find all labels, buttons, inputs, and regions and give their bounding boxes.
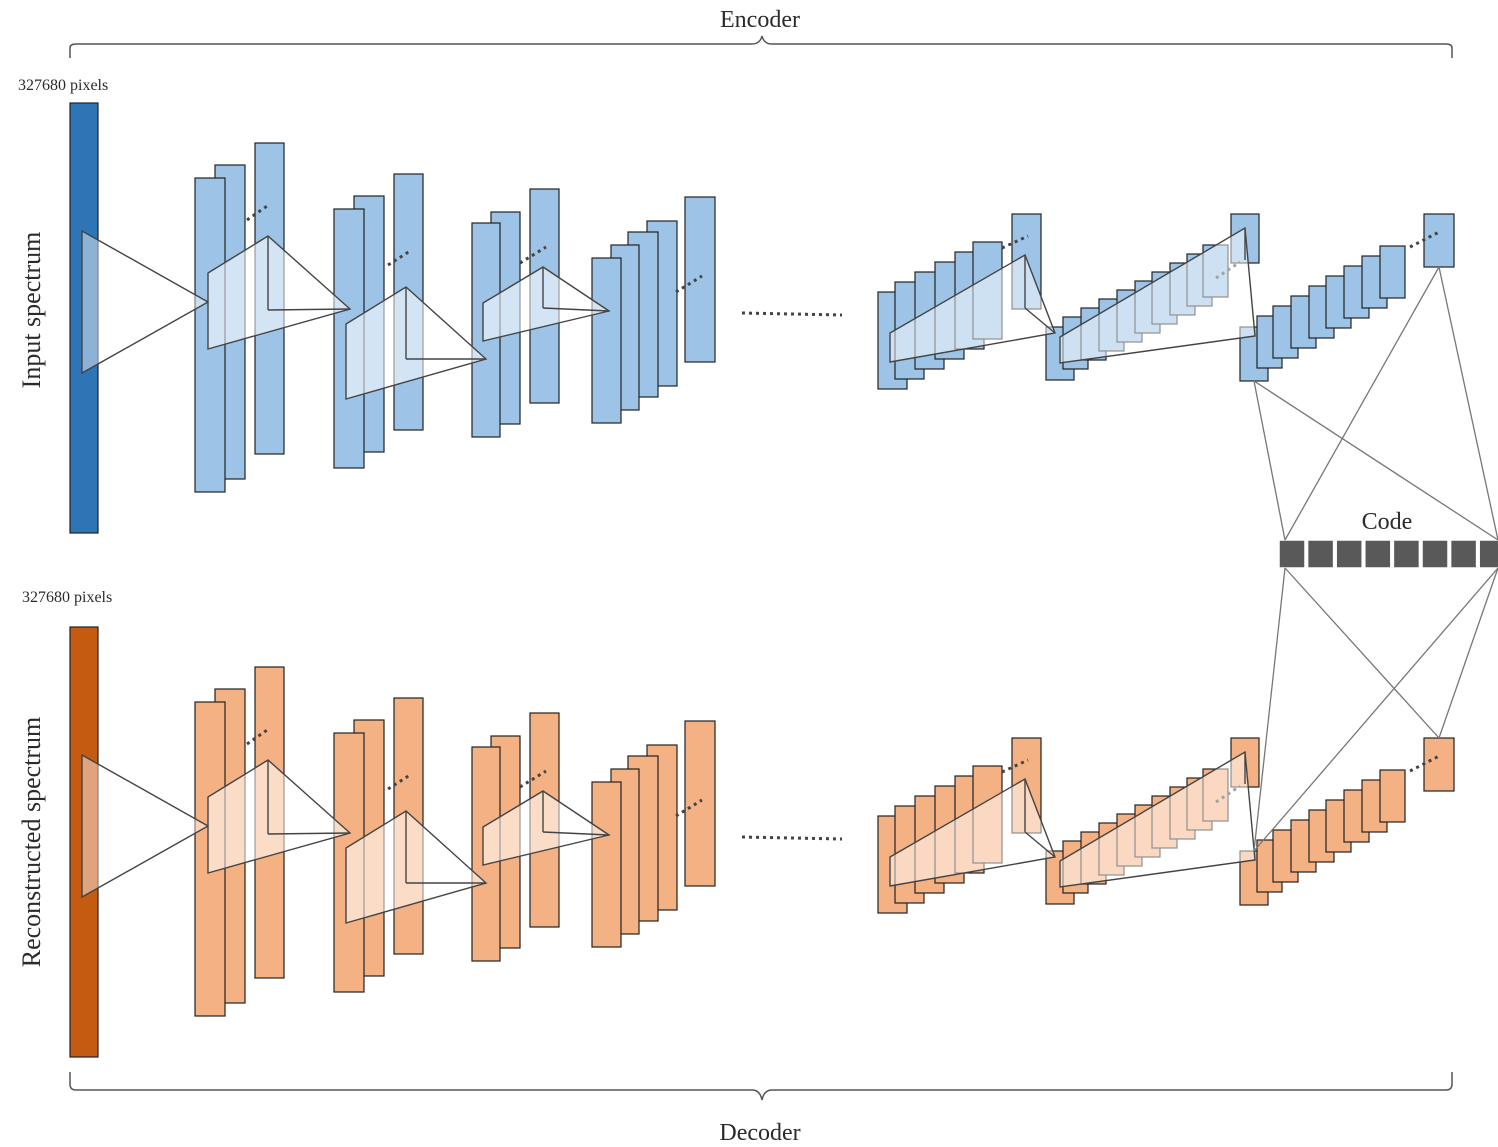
code-link <box>1253 567 1498 852</box>
decoder-kernel-edge <box>1024 831 1056 858</box>
decoder-deepC-ellipsis <box>1409 753 1442 773</box>
encoder-layer1-ellipsis <box>246 202 271 222</box>
code-cell <box>1278 539 1306 569</box>
encoder-kernel-edge <box>267 308 351 311</box>
input-pixels-label: 327680 pixels <box>18 77 108 94</box>
decoder-deepC-map <box>1423 737 1455 792</box>
encoder-brace <box>69 35 1453 58</box>
encoder-deepC-ellipsis <box>1409 229 1442 249</box>
code-link <box>1253 380 1498 541</box>
decoder-kernel-pyramid-6 <box>1059 750 1256 888</box>
encoder-gap-ellipsis <box>741 311 843 317</box>
decoder-brace <box>69 1072 1453 1101</box>
code-cell <box>1306 539 1335 569</box>
encoder-kernel-edge <box>1024 307 1056 334</box>
decoder-label: Decoder <box>719 1120 800 1146</box>
code-vector <box>1278 539 1498 569</box>
decoder-group <box>69 626 1455 1058</box>
input-spectrum-label: Input spectrum <box>17 232 46 389</box>
encoder-layer4-map <box>591 257 622 424</box>
code-link <box>1284 266 1440 541</box>
encoder-deepC-map <box>1379 245 1406 299</box>
decoder-layer2-ellipsis <box>387 773 411 791</box>
code-cell <box>1335 539 1363 569</box>
decoder-layer4-ellipsis <box>675 798 703 818</box>
code-link <box>1438 266 1498 541</box>
decoder-kernel-pyramid-1 <box>81 753 210 899</box>
code-cell <box>1392 539 1421 569</box>
decoder-layer1-ellipsis <box>246 726 271 746</box>
encoder-label: Encoder <box>720 7 800 33</box>
code-connections <box>1253 266 1498 852</box>
code-link <box>1253 567 1286 852</box>
code-link <box>1438 567 1498 739</box>
encoder-kernel-edge <box>542 307 610 312</box>
code-cell <box>1478 539 1498 569</box>
decoder-kernel-edge <box>267 832 351 835</box>
code-link <box>1253 380 1286 541</box>
encoder-layer4-map <box>684 196 716 363</box>
decoder-deepC-map <box>1379 769 1406 823</box>
encoder-kernel-pyramid-6 <box>1059 226 1256 364</box>
reconstructed-spectrum-label: Reconstructed spectrum <box>17 717 46 968</box>
encoder-deepC-map <box>1423 213 1455 268</box>
encoder-group <box>69 102 1455 534</box>
code-cell <box>1364 539 1392 569</box>
encoder-layer4-ellipsis <box>675 274 703 294</box>
code-cell <box>1421 539 1449 569</box>
output-pixels-label: 327680 pixels <box>22 589 112 606</box>
decoder-spectrum-bar <box>69 626 99 1058</box>
encoder-spectrum-bar <box>69 102 99 534</box>
decoder-deepA-ellipsis <box>1001 758 1029 774</box>
encoder-deepA-ellipsis <box>1001 234 1029 250</box>
decoder-layer3-ellipsis <box>519 769 547 789</box>
code-cell <box>1449 539 1478 569</box>
encoder-kernel-pyramid-1 <box>81 229 210 375</box>
code-label: Code <box>1362 509 1413 535</box>
encoder-layer3-ellipsis <box>519 245 547 265</box>
encoder-layer2-ellipsis <box>387 249 411 267</box>
decoder-layer4-map <box>591 781 622 948</box>
decoder-kernel-edge <box>542 831 610 836</box>
code-link <box>1284 567 1440 739</box>
decoder-layer4-map <box>684 720 716 887</box>
decoder-gap-ellipsis <box>741 835 843 841</box>
